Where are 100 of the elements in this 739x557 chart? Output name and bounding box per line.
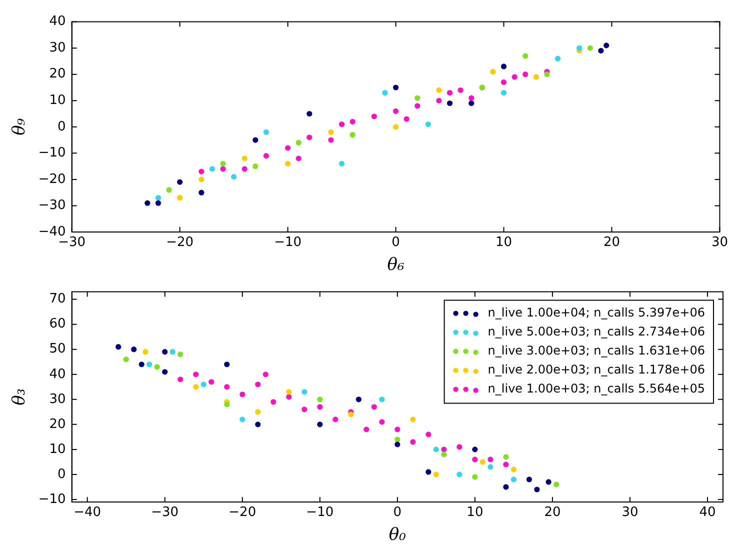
point — [433, 472, 439, 478]
point — [522, 72, 528, 78]
point — [554, 56, 561, 62]
legend-label: n_live 5.00e+03; n_calls 2.734e+06 — [488, 324, 706, 338]
point — [587, 45, 593, 51]
point — [255, 422, 261, 428]
point — [356, 396, 362, 402]
x-tick-label: −10 — [274, 235, 302, 250]
point — [193, 372, 199, 378]
y-tick-label: −40 — [38, 224, 66, 240]
point — [392, 124, 399, 130]
point — [224, 384, 230, 390]
point — [404, 116, 410, 122]
point — [285, 160, 291, 166]
y-tick-label: −20 — [38, 172, 66, 187]
point — [155, 195, 162, 201]
point — [306, 110, 312, 117]
point — [426, 432, 432, 438]
y-tick-label: 40 — [49, 366, 66, 382]
y-tick-label: 60 — [49, 316, 66, 332]
point — [379, 396, 385, 402]
point — [458, 87, 464, 93]
point — [410, 439, 416, 445]
point — [296, 140, 302, 146]
y-tick-label: 70 — [49, 292, 66, 307]
point — [328, 129, 334, 135]
point — [554, 482, 560, 488]
point — [306, 134, 312, 140]
point — [392, 108, 399, 114]
y-tick-label: −10 — [38, 146, 66, 161]
point — [178, 352, 184, 358]
point — [224, 402, 230, 408]
point — [252, 164, 258, 170]
x-tick-label: −40 — [74, 505, 102, 520]
point — [146, 362, 152, 368]
point — [456, 472, 462, 478]
point — [503, 484, 509, 490]
point — [255, 409, 261, 415]
point — [425, 121, 431, 128]
point — [350, 118, 356, 124]
point — [382, 90, 388, 96]
x-tick-label: 30 — [622, 505, 638, 520]
y-tick-label: 10 — [49, 442, 66, 457]
point — [198, 168, 204, 174]
x-tick-label: 30 — [711, 235, 728, 250]
point — [472, 446, 478, 452]
point — [379, 419, 385, 425]
point — [224, 362, 230, 368]
point — [200, 382, 206, 388]
point — [332, 416, 338, 422]
point — [394, 426, 400, 432]
point — [328, 137, 334, 143]
legend-label: n_live 1.00e+03; n_calls 5.564e+05 — [488, 381, 706, 396]
point — [208, 379, 214, 385]
point — [598, 48, 604, 54]
legend-label: n_live 1.00e+04; n_calls 5.397e+06 — [488, 305, 706, 320]
point — [414, 95, 420, 101]
point — [220, 166, 226, 172]
x-tick-label: 0 — [393, 505, 402, 520]
point — [500, 64, 507, 70]
point — [198, 190, 204, 196]
point — [198, 176, 204, 182]
legend-label: n_live 3.00e+03; n_calls 1.631e+06 — [488, 343, 706, 358]
point — [436, 87, 442, 93]
point — [302, 406, 308, 412]
x-tick-label: −20 — [166, 235, 194, 250]
y-tick-label: 10 — [49, 93, 66, 108]
point — [441, 446, 447, 452]
point — [533, 74, 539, 80]
point — [242, 156, 248, 162]
x-tick-label: −20 — [228, 505, 256, 520]
point — [364, 426, 370, 432]
y-tick-label: −10 — [38, 492, 66, 507]
point — [231, 174, 237, 180]
point — [512, 74, 518, 80]
point — [488, 464, 494, 470]
point — [166, 187, 172, 193]
point — [410, 416, 416, 422]
point — [263, 153, 270, 159]
point — [138, 362, 144, 368]
y-axis-title: θ₃ — [10, 388, 30, 406]
point — [446, 100, 453, 106]
point — [338, 160, 345, 166]
point — [426, 469, 432, 475]
point — [604, 42, 610, 48]
point — [503, 454, 509, 460]
point — [394, 436, 400, 442]
y-tick-label: 0 — [58, 119, 66, 134]
point — [480, 459, 486, 465]
point — [123, 356, 129, 362]
y-axis-title: θ₉ — [10, 118, 30, 136]
y-tick-label: 30 — [49, 40, 66, 56]
point — [155, 200, 162, 206]
point — [350, 132, 356, 138]
point — [436, 98, 442, 104]
y-tick-label: 0 — [58, 466, 66, 482]
point — [209, 166, 216, 172]
x-tick-label: −30 — [151, 505, 179, 520]
x-tick-label: 20 — [603, 235, 620, 250]
point — [510, 476, 516, 482]
